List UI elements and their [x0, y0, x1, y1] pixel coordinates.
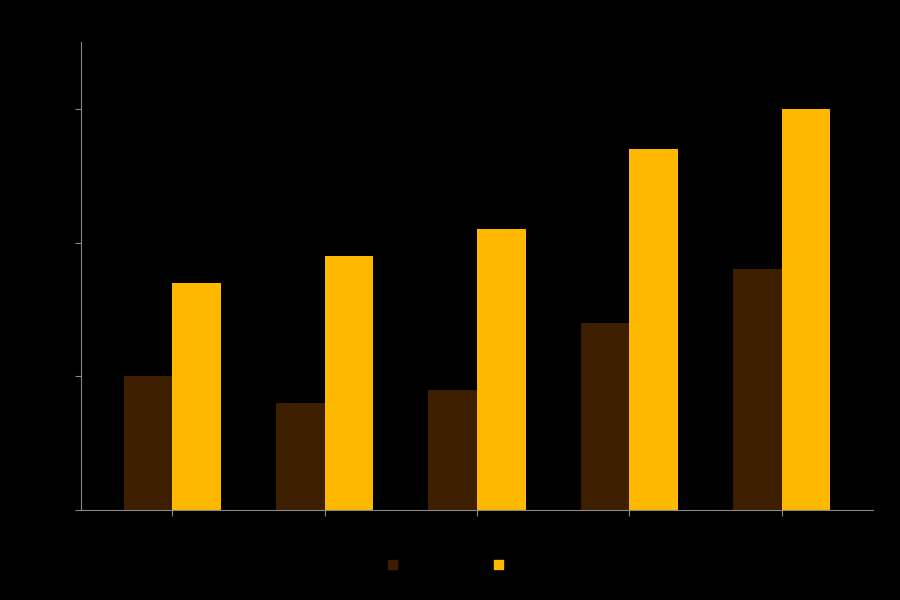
Bar	[123, 376, 173, 510]
Bar	[477, 229, 526, 510]
Bar	[781, 109, 831, 510]
Bar	[733, 269, 781, 510]
Bar	[629, 149, 678, 510]
Bar	[580, 323, 629, 510]
Bar	[325, 256, 374, 510]
Bar	[276, 403, 325, 510]
Bar	[173, 283, 221, 510]
Legend: Canadian born, Immigrant: Canadian born, Immigrant	[383, 556, 571, 575]
Bar	[428, 389, 477, 510]
